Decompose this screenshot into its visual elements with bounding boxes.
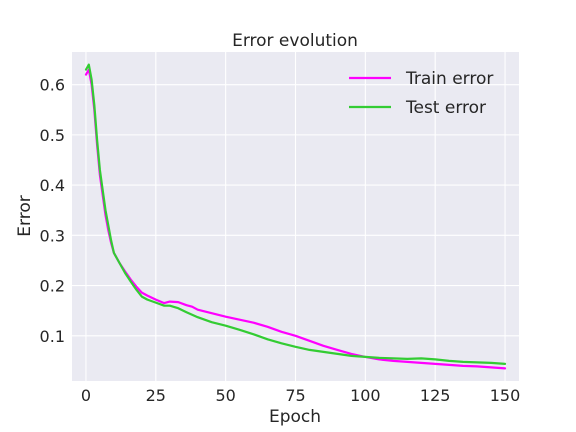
grid: [72, 52, 519, 381]
y-tick-label: 0.2: [40, 277, 65, 296]
x-tick-label: 75: [285, 386, 305, 405]
x-tick-label: 100: [350, 386, 381, 405]
y-tick-label: 0.3: [40, 226, 65, 245]
series-lines: [84, 63, 507, 370]
chart-title: Error evolution: [232, 31, 358, 51]
y-tick-label: 0.1: [40, 327, 65, 346]
legend-label: Test error: [405, 98, 486, 118]
x-tick-label: 150: [490, 386, 521, 405]
x-tick-label: 25: [146, 386, 166, 405]
x-axis-label: Epoch: [269, 407, 321, 427]
y-tick-label: 0.4: [40, 176, 65, 195]
y-axis-label: Error: [15, 195, 35, 236]
x-tick-label: 0: [81, 386, 91, 405]
legend-label: Train error: [405, 69, 493, 89]
series-line-test-error: [84, 63, 507, 365]
y-tick-labels: 0.1 0.2 0.3 0.4 0.5 0.6: [40, 76, 65, 346]
y-tick-label: 0.6: [40, 76, 65, 95]
x-tick-label: 50: [215, 386, 235, 405]
x-tick-labels: 0 25 50 75 100 125 150: [81, 386, 520, 405]
legend: Train error Test error: [349, 69, 493, 118]
x-tick-label: 125: [420, 386, 451, 405]
y-tick-label: 0.5: [40, 126, 65, 145]
